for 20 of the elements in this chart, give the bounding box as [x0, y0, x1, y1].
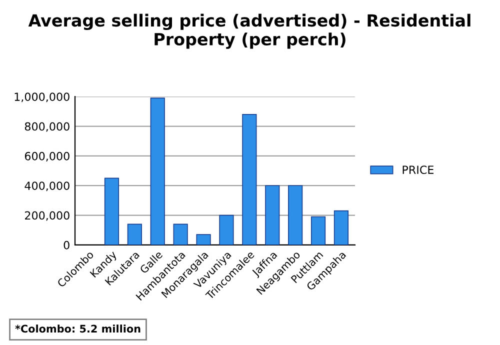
bar: [104, 178, 120, 245]
y-tick-label: 1,000,000: [14, 92, 70, 102]
bar: [219, 214, 234, 245]
chart-title: Average selling price (advertised) - Residential Property (per perch): [28, 14, 470, 49]
bar: [265, 185, 280, 245]
y-tick-label: 200,000: [25, 211, 70, 221]
text: *Colombo: 5.2 million: [15, 324, 140, 333]
y-tick-label: 600,000: [24, 152, 70, 162]
y-tick-label: 0: [64, 240, 70, 250]
legend-label: PRICE: [402, 166, 434, 174]
bar: [173, 224, 188, 245]
bar: [334, 210, 349, 245]
bar: [127, 224, 142, 245]
bar: [310, 216, 326, 245]
y-tick-label: 400,000: [24, 182, 70, 192]
bar: [196, 234, 211, 245]
y-tick-label: 800,000: [24, 122, 70, 132]
bar: [242, 114, 257, 245]
bar: [150, 98, 165, 245]
bar: [288, 185, 303, 245]
